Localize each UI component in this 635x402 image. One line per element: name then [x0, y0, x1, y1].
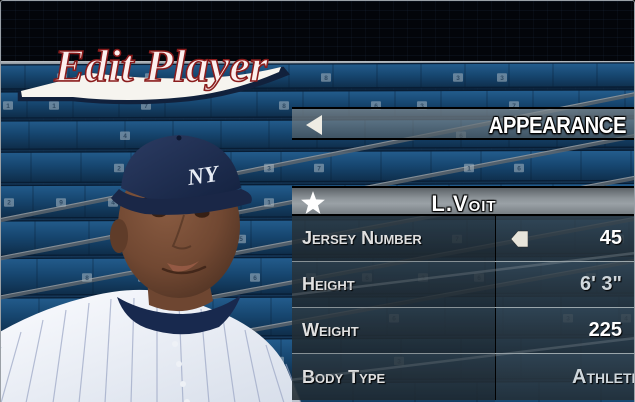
svg-text:Edit Player: Edit Player	[53, 40, 268, 91]
